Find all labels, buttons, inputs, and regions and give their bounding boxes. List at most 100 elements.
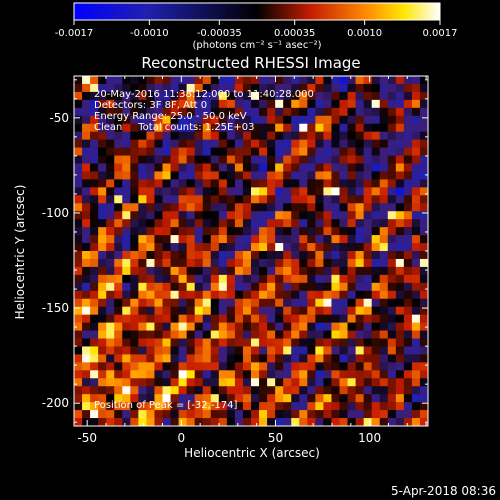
heatmap-cell (130, 290, 139, 300)
heatmap-cell (146, 179, 155, 188)
heatmap-cell (154, 235, 163, 244)
heatmap-cell (122, 346, 131, 355)
heatmap-cell (355, 354, 365, 363)
heatmap-cell (275, 155, 284, 164)
heatmap-cell (395, 243, 405, 252)
heatmap-cell (242, 402, 252, 411)
heatmap-cell (379, 306, 389, 316)
heatmap-cell (379, 251, 389, 260)
heatmap-cell (162, 115, 172, 125)
heatmap-cell (339, 76, 349, 85)
heatmap-cell (331, 346, 340, 355)
heatmap-cell (411, 251, 421, 260)
heatmap-cell (411, 354, 421, 363)
heatmap-cell (275, 235, 284, 244)
heatmap-cell (154, 266, 163, 276)
heatmap-cell (251, 203, 260, 212)
heatmap-cell (178, 163, 188, 172)
heatmap-cell (395, 314, 405, 324)
heatmap-cell (283, 338, 292, 347)
heatmap-cell (339, 139, 349, 149)
heatmap-cell (251, 290, 260, 300)
heatmap-cell (259, 187, 268, 196)
heatmap-cell (267, 115, 276, 125)
heatmap-cell (90, 378, 99, 387)
heatmap-cell (379, 235, 389, 244)
heatmap-cell (138, 99, 147, 109)
heatmap-cell (74, 322, 83, 332)
heatmap-cell (114, 370, 123, 379)
heatmap-cell (315, 187, 324, 196)
heatmap-cell (291, 362, 300, 371)
heatmap-cell (170, 147, 180, 157)
heatmap-cell (234, 107, 244, 117)
heatmap-cell (307, 171, 316, 180)
heatmap-cell (138, 83, 147, 93)
heatmap-cell (210, 115, 220, 125)
heatmap-cell (186, 338, 196, 347)
heatmap-cell (226, 362, 236, 371)
heatmap-cell (371, 76, 381, 85)
heatmap-cell (411, 123, 421, 133)
heatmap-cell (347, 163, 357, 172)
heatmap-cell (339, 410, 349, 419)
heatmap-cell (355, 219, 365, 228)
heatmap-cell (371, 386, 381, 395)
heatmap-cell (242, 203, 252, 212)
heatmap-cell (283, 330, 292, 339)
heatmap-cell (218, 354, 228, 363)
heatmap-cell (315, 306, 324, 316)
heatmap-cell (411, 179, 421, 188)
heatmap-cell (90, 322, 99, 332)
heatmap-cell (419, 402, 428, 411)
heatmap-cell (291, 107, 300, 117)
heatmap-cell (299, 139, 308, 149)
heatmap-cell (178, 274, 188, 284)
heatmap-cell (226, 282, 236, 292)
heatmap-cell (379, 91, 389, 101)
heatmap-cell (138, 290, 147, 300)
heatmap-cell (90, 235, 99, 244)
heatmap-cell (106, 330, 115, 339)
heatmap-cell (251, 83, 260, 93)
heatmap-cell (267, 139, 276, 149)
heatmap-cell (98, 290, 107, 300)
heatmap-cell (146, 314, 155, 324)
heatmap-cell (122, 386, 131, 395)
heatmap-cell (315, 115, 324, 125)
heatmap-cell (307, 394, 316, 403)
heatmap-cell (202, 378, 212, 387)
heatmap-cell (138, 139, 147, 149)
heatmap-cell (371, 91, 381, 101)
heatmap-cell (154, 211, 163, 220)
heatmap-cell (234, 99, 244, 109)
heatmap-cell (162, 235, 172, 244)
heatmap-cell (106, 346, 115, 355)
heatmap-cell (355, 290, 365, 300)
heatmap-cell (242, 211, 252, 220)
heatmap-cell (387, 290, 397, 300)
heatmap-cell (162, 123, 172, 133)
heatmap-cell (315, 314, 324, 324)
heatmap-cell (411, 107, 421, 117)
heatmap-cell (202, 91, 212, 101)
heatmap-cell (98, 195, 107, 204)
heatmap-cell (186, 139, 196, 149)
heatmap-cell (347, 346, 357, 355)
heatmap-cell (275, 147, 284, 157)
heatmap-cell (162, 195, 172, 204)
heatmap-cell (315, 147, 324, 157)
heatmap-cell (291, 354, 300, 363)
heatmap-cell (74, 386, 83, 395)
heatmap-cell (234, 195, 244, 204)
heatmap-cell (331, 131, 340, 141)
heatmap-cell (154, 115, 163, 125)
heatmap-cell (315, 163, 324, 172)
heatmap-cell (210, 290, 220, 300)
heatmap-cell (138, 171, 147, 180)
heatmap-cell (307, 187, 316, 196)
heatmap-cell (347, 171, 357, 180)
heatmap-cell (387, 131, 397, 141)
heatmap-cell (315, 107, 324, 117)
heatmap-cell (106, 235, 115, 244)
